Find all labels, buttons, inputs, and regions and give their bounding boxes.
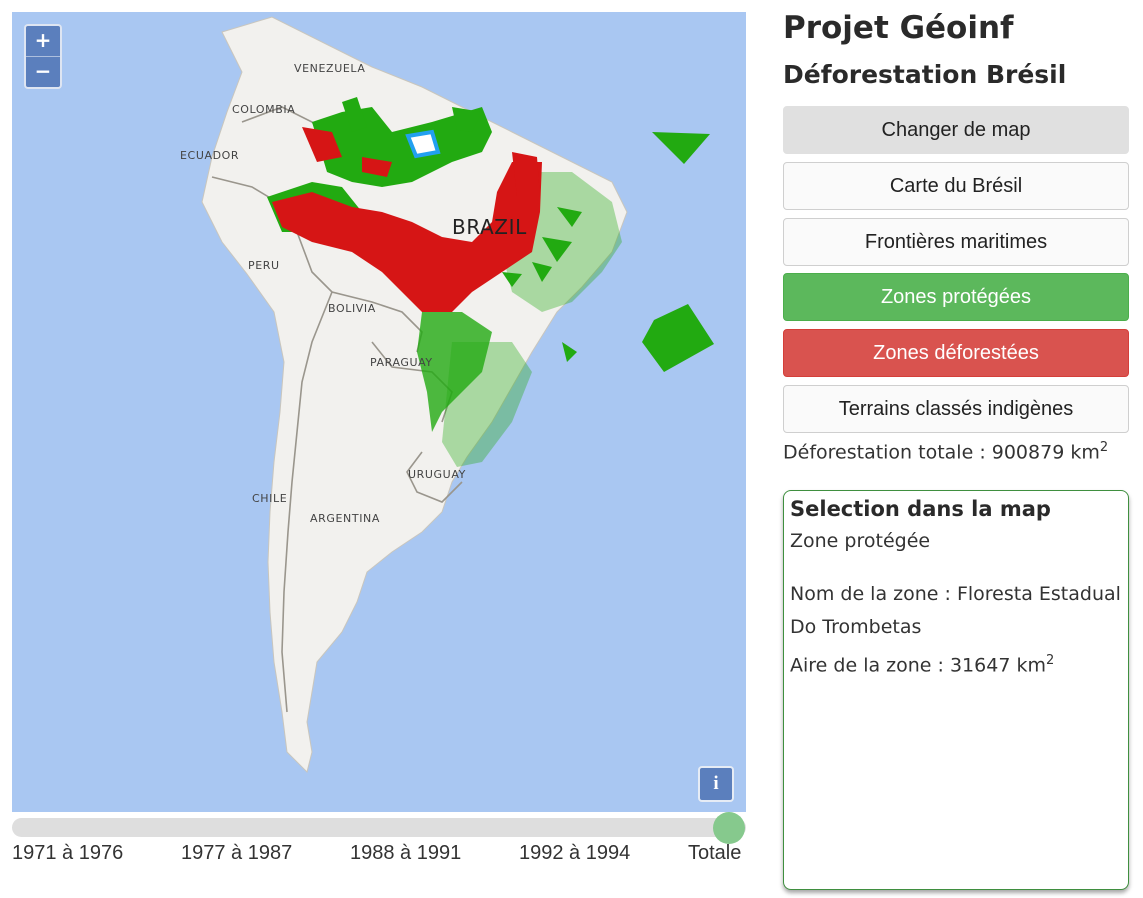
selection-name: Nom de la zone : Floresta Estadual <box>790 583 1121 605</box>
selection-name-continued: Do Trombetas <box>790 616 922 638</box>
zoom-control: + − <box>24 24 62 89</box>
selected-zone-outline[interactable] <box>405 129 441 159</box>
label-uruguay: URUGUAY <box>408 468 466 481</box>
indigenous-lands-button[interactable]: Terrains classés indigènes <box>783 385 1129 433</box>
label-argentina: ARGENTINA <box>310 512 380 525</box>
label-ecuador: ECUADOR <box>180 149 239 162</box>
timeline-slider-track[interactable] <box>12 818 746 837</box>
label-paraguay: PARAGUAY <box>370 356 433 369</box>
selection-area-text: Aire de la zone : 31647 km <box>790 654 1046 677</box>
label-colombia: COLOMBIA <box>232 103 295 116</box>
tick-1977-1987[interactable]: 1977 à 1987 <box>181 842 293 864</box>
zoom-in-button[interactable]: + <box>34 28 52 52</box>
brazil-map-button[interactable]: Carte du Brésil <box>783 162 1129 210</box>
selection-title: Selection dans la map <box>790 497 1051 521</box>
selection-panel: Selection dans la map Zone protégée Nom … <box>783 490 1129 890</box>
page-subtitle: Déforestation Brésil <box>783 60 1067 89</box>
selection-area: Aire de la zone : 31647 km2 <box>790 644 1122 682</box>
change-map-button[interactable]: Changer de map <box>783 106 1129 154</box>
timeline-slider-thumb[interactable] <box>713 812 745 844</box>
tick-1992-1994[interactable]: 1992 à 1994 <box>519 842 631 864</box>
map-canvas[interactable]: VENEZUELA COLOMBIA ECUADOR PERU BOLIVIA … <box>12 12 746 812</box>
label-chile: CHILE <box>252 492 287 505</box>
label-bolivia: BOLIVIA <box>328 302 376 315</box>
tick-1988-1991[interactable]: 1988 à 1991 <box>350 842 462 864</box>
deforested-zones-button[interactable]: Zones déforestées <box>783 329 1129 377</box>
protected-zones-button[interactable]: Zones protégées <box>783 273 1129 321</box>
map-view[interactable]: VENEZUELA COLOMBIA ECUADOR PERU BOLIVIA … <box>12 12 746 812</box>
total-deforestation: Déforestation totale : 900879 km2 <box>783 440 1108 463</box>
tick-totale[interactable]: Totale <box>688 842 742 864</box>
page-title: Projet Géoinf <box>783 10 1014 46</box>
total-unit-exponent: 2 <box>1099 440 1109 455</box>
tick-1971-1976[interactable]: 1971 à 1976 <box>12 842 124 864</box>
total-deforestation-text: Déforestation totale : 900879 km <box>783 441 1100 464</box>
selection-area-exponent: 2 <box>1045 653 1055 668</box>
label-peru: PERU <box>248 259 280 272</box>
maritime-borders-button[interactable]: Frontières maritimes <box>783 218 1129 266</box>
zoom-out-button[interactable]: − <box>26 56 60 87</box>
deforested-zones-layer[interactable] <box>272 127 542 312</box>
label-venezuela: VENEZUELA <box>294 62 366 75</box>
timeline-labels: 1971 à 1976 1977 à 1987 1988 à 1991 1992… <box>12 842 746 866</box>
selection-type: Zone protégée <box>790 530 931 552</box>
info-button[interactable]: i <box>698 766 734 802</box>
label-brazil: BRAZIL <box>452 215 527 239</box>
